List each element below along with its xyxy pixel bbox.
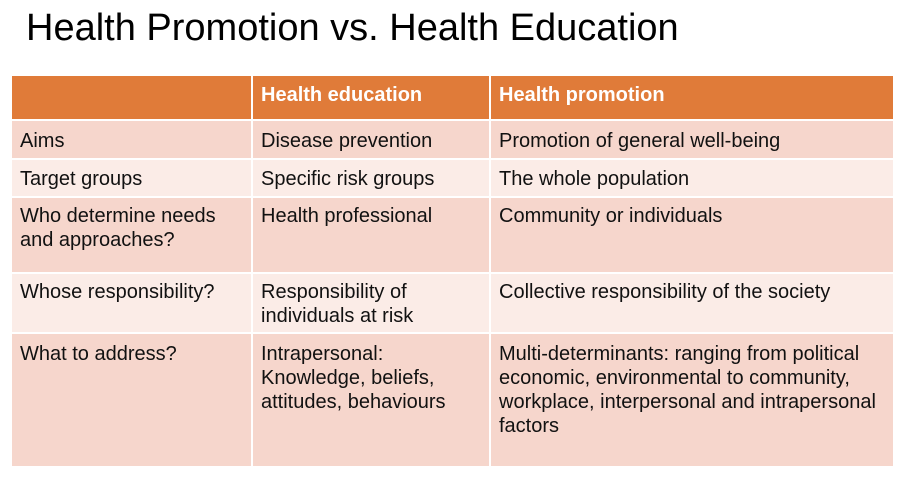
row-label: Whose responsibility? — [12, 273, 253, 334]
row-label: Who determine needs and approaches? — [12, 197, 253, 274]
table-row-whose-responsibility: Whose responsibility? Responsibility of … — [12, 273, 893, 334]
health-education-cell: Responsibility of individuals at risk — [252, 273, 491, 334]
table-body: Aims Disease prevention Promotion of gen… — [12, 120, 893, 468]
header-row: Health education Health promotion — [12, 76, 893, 121]
health-education-cell: Specific risk groups — [252, 159, 491, 198]
table-row-target-groups: Target groups Specific risk groups The w… — [12, 159, 893, 198]
health-promotion-cell: Promotion of general well-being — [490, 120, 893, 160]
table-header: Health education Health promotion — [12, 76, 893, 121]
row-label: Aims — [12, 120, 253, 160]
row-label: What to address? — [12, 333, 253, 468]
health-promotion-cell: Community or individuals — [490, 197, 893, 274]
comparison-table: Health education Health promotion Aims D… — [12, 76, 893, 468]
health-education-cell: Health professional — [252, 197, 491, 274]
row-label: Target groups — [12, 159, 253, 198]
header-cell-health-education: Health education — [252, 76, 491, 121]
slide-title: Health Promotion vs. Health Education — [26, 7, 679, 49]
header-cell-health-promotion: Health promotion — [490, 76, 893, 121]
health-education-cell: Intrapersonal: Knowledge, beliefs, attit… — [252, 333, 491, 468]
table-row-who-determine: Who determine needs and approaches? Heal… — [12, 197, 893, 274]
health-education-cell: Disease prevention — [252, 120, 491, 160]
health-promotion-cell: The whole population — [490, 159, 893, 198]
table-row-what-to-address: What to address? Intrapersonal: Knowledg… — [12, 333, 893, 468]
health-promotion-cell: Multi-determinants: ranging from politic… — [490, 333, 893, 468]
health-promotion-cell: Collective responsibility of the society — [490, 273, 893, 334]
header-cell-empty — [12, 76, 253, 121]
table-row-aims: Aims Disease prevention Promotion of gen… — [12, 120, 893, 160]
